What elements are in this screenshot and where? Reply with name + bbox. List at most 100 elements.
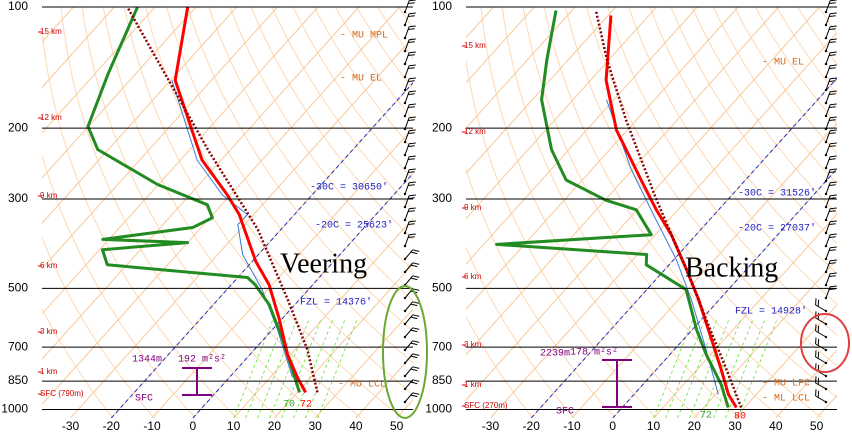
barb-staff xyxy=(404,353,414,364)
barb-flag xyxy=(410,368,418,372)
barb-dot xyxy=(824,23,828,27)
wind-barb xyxy=(403,103,416,118)
isotherm xyxy=(734,304,837,418)
barb-flag xyxy=(408,145,415,148)
height-label: 3 km xyxy=(40,327,58,336)
wind-barb xyxy=(815,389,828,404)
barb-dot xyxy=(403,166,407,170)
barb-staff xyxy=(825,195,831,208)
wind-barb xyxy=(403,233,416,248)
barb-flag xyxy=(817,338,820,346)
barb-staff xyxy=(404,26,410,39)
barb-dot xyxy=(824,296,828,300)
isotherm xyxy=(466,7,739,311)
wind-barb xyxy=(824,90,837,105)
barb-flag xyxy=(830,155,837,158)
barb-flag xyxy=(410,277,418,281)
plot-area xyxy=(466,7,837,418)
barb-flag xyxy=(830,181,837,184)
barb-flag xyxy=(410,342,418,346)
barb-dot xyxy=(824,361,828,365)
barb-dot xyxy=(824,374,828,378)
plot-area xyxy=(42,7,852,418)
y-tick-label: 500 xyxy=(8,280,28,294)
barb-staff xyxy=(825,91,831,104)
wind-barb xyxy=(824,0,837,14)
barb-staff xyxy=(825,52,831,65)
wind-barb xyxy=(403,77,416,92)
barb-flag xyxy=(829,41,836,44)
barb-dot xyxy=(403,257,407,261)
barb-staff xyxy=(404,156,410,169)
barb-staff xyxy=(825,104,831,117)
barb-staff xyxy=(404,52,410,65)
barb-dot xyxy=(824,62,828,66)
barb-flag xyxy=(830,64,837,67)
barb-flag xyxy=(409,0,416,2)
isotherm xyxy=(571,122,837,418)
barb-dot xyxy=(403,244,407,248)
y-tick-label: 700 xyxy=(8,339,28,353)
wind-barb xyxy=(403,194,416,209)
dry-adiabat xyxy=(480,7,699,418)
barb-flag xyxy=(829,158,836,161)
dry-adiabat xyxy=(607,7,837,336)
mixing-ratio-line xyxy=(725,317,766,418)
barb-flag xyxy=(829,145,836,148)
x-tick-label: -10 xyxy=(563,419,581,433)
barb-flag xyxy=(815,389,817,397)
wind-barb xyxy=(815,324,828,339)
barb-flag xyxy=(815,298,817,306)
barb-dot xyxy=(824,244,828,248)
height-label: 12 km xyxy=(464,127,486,136)
x-tick-label: 40 xyxy=(349,419,363,433)
barb-staff xyxy=(404,288,414,299)
barb-flag xyxy=(409,181,416,184)
annotation: -20C = 27037' xyxy=(738,223,816,235)
barb-staff xyxy=(404,65,410,78)
dry-adiabat xyxy=(420,7,852,418)
barb-staff xyxy=(404,340,414,351)
mixing-ratio-line xyxy=(665,317,706,418)
barb-flag xyxy=(815,324,817,332)
isotherm xyxy=(653,213,837,418)
barb-flag xyxy=(412,249,420,252)
wind-barb xyxy=(824,51,837,66)
barb-flag xyxy=(412,275,420,278)
isotherm xyxy=(466,7,698,265)
y-tick-label: 200 xyxy=(8,120,28,134)
barb-flag xyxy=(829,2,836,5)
wind-barb xyxy=(824,246,837,261)
wind-barb xyxy=(403,327,420,339)
barb-dot xyxy=(824,36,828,40)
barb-dot xyxy=(403,205,407,209)
barb-flag xyxy=(408,223,415,226)
wind-barb xyxy=(403,181,416,196)
barb-dot xyxy=(403,296,407,300)
barb-dot xyxy=(824,309,828,313)
wind-barb xyxy=(403,129,416,144)
barb-flag xyxy=(409,129,416,132)
dry-adiabat xyxy=(649,7,837,275)
barb-staff xyxy=(404,169,410,182)
dry-adiabat xyxy=(466,58,658,418)
barb-dot xyxy=(824,348,828,352)
barb-flag xyxy=(830,38,837,41)
barb-dot xyxy=(824,114,828,118)
barb-flag xyxy=(829,275,836,278)
dry-adiabat xyxy=(466,246,575,418)
wind-barb xyxy=(824,259,837,274)
isotherm xyxy=(490,32,837,418)
wind-barb xyxy=(815,337,828,352)
dry-adiabat xyxy=(229,7,413,271)
dry-adiabat xyxy=(208,7,413,302)
isotherm xyxy=(42,7,360,360)
annotation: - MU EL xyxy=(340,74,382,85)
x-tick-label: 50 xyxy=(810,419,824,433)
barb-flag xyxy=(410,355,418,359)
wind-barb xyxy=(403,288,420,300)
barb-flag xyxy=(830,246,837,249)
barb-staff xyxy=(404,379,414,390)
wind-barb xyxy=(403,392,420,404)
barb-staff xyxy=(815,356,827,364)
